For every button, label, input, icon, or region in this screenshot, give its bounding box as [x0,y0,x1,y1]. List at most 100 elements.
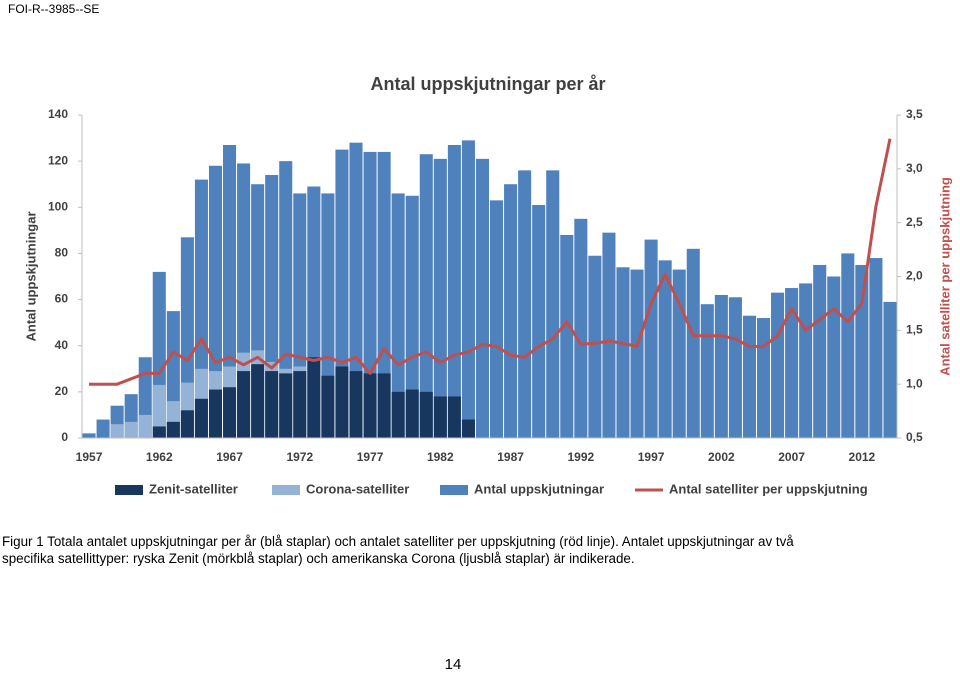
legend-swatch [115,485,143,495]
bar [363,373,377,438]
bar [166,421,180,438]
bar [560,234,574,438]
y-axis-title: Antal uppskjutningar [23,212,38,342]
caption-line: Figur 1 Totala antalet uppskjutningar pe… [2,534,794,549]
bar [265,371,279,438]
x-tick-label: 1972 [286,450,313,464]
bar [602,232,616,438]
bar [546,170,560,438]
bar [883,301,897,438]
bar [504,184,518,438]
y2-tick-label: 2,5 [906,215,923,229]
page-number: 14 [444,656,462,673]
bar [405,195,419,438]
bar [574,218,588,438]
bar [714,294,728,438]
bar [152,384,166,438]
y2-tick-label: 2,0 [906,269,923,283]
x-tick-label: 1992 [567,450,594,464]
bar [391,391,405,438]
legend-label: Corona-satelliter [306,481,409,496]
y2-tick-label: 3,5 [906,107,923,121]
bar [433,158,447,438]
bar [180,410,194,438]
bar [349,371,363,438]
bar [152,426,166,438]
bar [855,264,869,438]
figure-caption: Figur 1 Totala antalet uppskjutningar pe… [2,533,958,567]
bar [813,264,827,438]
bar [644,239,658,438]
bar [785,288,799,438]
bar [630,269,644,438]
bar [377,373,391,438]
bar [138,414,152,438]
bar [728,297,742,438]
y-tick-label: 0 [61,430,68,444]
caption-line: specifika satellittyper: ryska Zenit (mö… [2,551,635,566]
bar [251,364,265,438]
x-tick-label: 1982 [427,450,454,464]
bar [223,387,237,438]
bar [588,255,602,438]
bar [419,154,433,438]
bar [616,267,630,438]
y-tick-label: 60 [55,292,69,306]
y2-tick-label: 3,0 [906,161,923,175]
x-tick-label: 1967 [216,450,243,464]
bar [405,389,419,438]
bar [433,396,447,438]
bar [686,248,700,438]
y-tick-label: 40 [55,338,69,352]
running-header: FOI-R--3985--SE [8,2,100,16]
legend-label: Zenit-satelliter [149,481,238,496]
x-tick-label: 2007 [778,450,805,464]
bar [827,276,841,438]
x-tick-label: 1977 [357,450,384,464]
bar [518,170,532,438]
bar [771,292,785,438]
line-series [89,138,892,386]
bar [349,142,363,438]
legend-swatch [272,485,300,495]
legend-label: Antal satelliter per uppskjutning [669,481,868,496]
y-tick-label: 80 [55,246,69,260]
legend-label: Antal uppskjutningar [474,481,604,496]
x-tick-label: 2002 [708,450,735,464]
bar [279,373,293,438]
bar [447,144,461,438]
bar [321,375,335,438]
y-tick-label: 20 [55,384,69,398]
bar [110,424,124,438]
bar [335,366,349,438]
bar [658,260,672,438]
x-tick-label: 1997 [638,450,665,464]
bar [742,315,756,438]
bar [447,396,461,438]
bar [391,193,405,438]
bar [293,371,307,438]
bar [841,253,855,438]
bar [700,304,714,438]
chart-title: Antal uppskjutningar per år [370,74,605,94]
y-tick-label: 140 [48,107,68,121]
x-tick-label: 1957 [76,450,103,464]
y2-tick-label: 1,5 [906,323,923,337]
y2-tick-label: 0,5 [906,430,923,444]
y2-tick-label: 1,0 [906,376,923,390]
bar [208,389,223,438]
y2-axis-title: Antal satelliter per uppskjutning [937,177,952,376]
bar [194,398,208,438]
bar [461,140,475,438]
legend-swatch [440,485,468,495]
bar [869,258,883,438]
bar [335,149,349,438]
bar [223,144,237,438]
x-tick-label: 1962 [146,450,173,464]
bar [377,151,391,438]
bar [461,419,475,438]
bar [208,165,223,438]
bar [82,433,96,438]
bar [419,391,433,438]
